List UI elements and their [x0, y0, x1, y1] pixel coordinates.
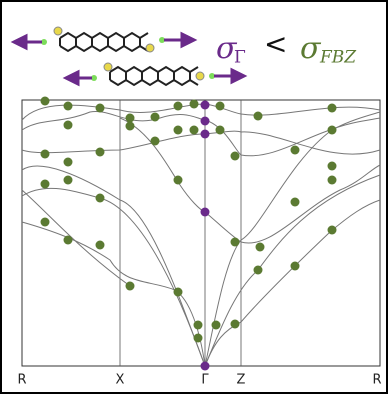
- atom: [104, 63, 112, 71]
- k-label: Γ: [201, 373, 209, 388]
- relation: <: [264, 28, 287, 61]
- k-label: R: [17, 373, 26, 388]
- atom: [196, 72, 204, 80]
- atom: [54, 27, 62, 35]
- sigma-fbz: σ: [300, 31, 322, 66]
- sigma-gamma-sub: Γ: [234, 48, 246, 68]
- atom: [146, 44, 154, 52]
- k-label: R: [372, 373, 381, 388]
- sigma-fbz-sub: FBZ: [319, 48, 357, 68]
- figure: σ Γ < σ FBZ: [0, 0, 388, 394]
- k-label: X: [116, 373, 125, 388]
- page: {"equation": {"left": "σ", "left_sub": "…: [0, 0, 388, 398]
- k-label: Z: [237, 373, 246, 388]
